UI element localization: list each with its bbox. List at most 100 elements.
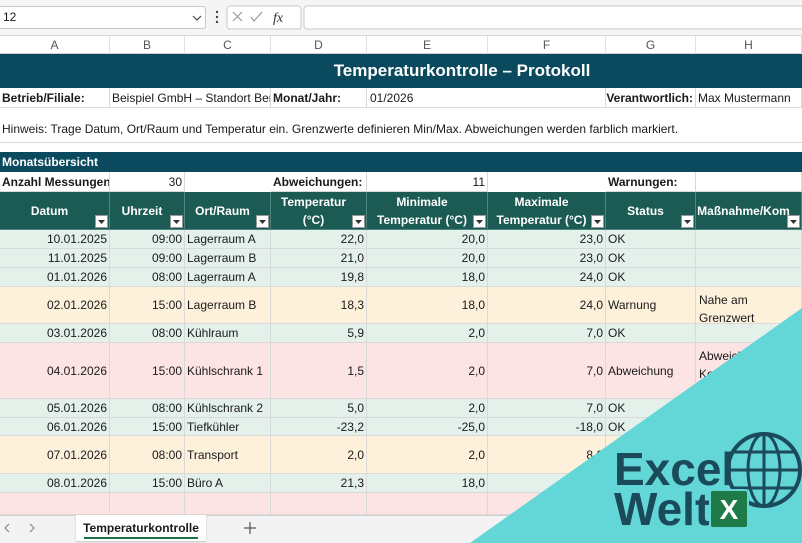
table-cell: 19,8 (271, 268, 367, 287)
table-cell: Kühlraum (185, 324, 271, 343)
filter-arrow (684, 220, 691, 224)
table-cell (606, 436, 696, 474)
info-label: Verantwortlich: (606, 88, 696, 108)
filter-button[interactable] (95, 215, 108, 228)
menu-dot (215, 10, 219, 14)
table-cell (0, 493, 110, 515)
filter-button[interactable] (591, 215, 604, 228)
filter-button[interactable] (170, 215, 183, 228)
table-cell (696, 474, 802, 493)
table-cell: 09:00 (110, 230, 185, 249)
column-header[interactable]: B (110, 36, 185, 54)
add-sheet (244, 522, 256, 534)
cancel-icon (232, 11, 243, 22)
table-cell: 15:00 (110, 474, 185, 493)
filter-triangle (790, 220, 797, 224)
table-cell: 08:00 (110, 436, 185, 474)
dropdown-chevron (192, 15, 202, 21)
tab-icons (4, 522, 256, 534)
table-cell: Transport (185, 436, 271, 474)
filter-triangle (173, 220, 180, 224)
column-header[interactable]: H (696, 36, 802, 54)
filter-triangle (98, 220, 105, 224)
table-cell: Büro A (185, 474, 271, 493)
sheet-tab[interactable]: Temperaturkontrolle (76, 515, 206, 541)
active-tab-underline (84, 537, 198, 539)
table-cell: 18,0 (367, 268, 488, 287)
table-header: Maximale Temperatur (°C) (488, 192, 606, 230)
table-cell: 5,0 (271, 399, 367, 418)
table-cell (185, 493, 271, 515)
table-cell: -23,2 (271, 418, 367, 436)
table-cell: OK (606, 324, 696, 343)
table-cell: 21,3 (271, 474, 367, 493)
table-cell: 08.01.2026 (0, 474, 110, 493)
table-cell: 24,0 (488, 268, 606, 287)
column-header[interactable]: F (488, 36, 606, 54)
table-cell: -18,0 (488, 418, 606, 436)
table-cell: 08:00 (110, 268, 185, 287)
table-cell: 8,0 (488, 436, 606, 474)
summary-label: Anzahl Messungen: (0, 172, 110, 192)
table-cell (696, 268, 802, 287)
table-cell (488, 474, 606, 493)
table-cell: 15:00 (110, 343, 185, 399)
filter-arrow (98, 220, 105, 224)
table-cell: 23,0 (488, 249, 606, 268)
table-cell: 2,0 (367, 399, 488, 418)
table-header: Temperatur (°C) (271, 192, 367, 230)
table-cell (696, 436, 802, 474)
filter-arrow (594, 220, 601, 224)
table-cell: OK (606, 418, 696, 436)
table-cell: 7,0 (488, 399, 606, 418)
column-header[interactable]: C (185, 36, 271, 54)
table-cell (606, 474, 696, 493)
table-cell (606, 493, 696, 515)
table-cell: 18,3 (271, 287, 367, 324)
filter-button[interactable] (473, 215, 486, 228)
info-value: 01/2026 (367, 88, 606, 108)
summary-label: Warnungen: (606, 172, 696, 192)
table-cell: Lagerraum A (185, 268, 271, 287)
title-band (0, 54, 802, 88)
filter-button[interactable] (352, 215, 365, 228)
table-cell: 08:00 (110, 399, 185, 418)
table-cell: OK (606, 399, 696, 418)
filter-button[interactable] (681, 215, 694, 228)
table-cell: Lagerraum B (185, 249, 271, 268)
column-header[interactable]: G (606, 36, 696, 54)
table-cell: 05.01.2026 (0, 399, 110, 418)
table-cell: 09:00 (110, 249, 185, 268)
table-cell: 1,5 (271, 343, 367, 399)
filter-triangle (355, 220, 362, 224)
filter-button[interactable] (787, 215, 800, 228)
table-cell (696, 230, 802, 249)
table-header: Minimale Temperatur (°C) (367, 192, 488, 230)
summary-value: 30 (110, 172, 185, 192)
table-cell: OK (606, 268, 696, 287)
scroll-right (29, 523, 35, 533)
table-cell: 21,0 (271, 249, 367, 268)
filter-triangle (684, 220, 691, 224)
table-cell: Nahe am Grenzwert messen. (696, 287, 802, 324)
table-cell (488, 493, 606, 515)
table-cell: 15:00 (110, 287, 185, 324)
table-cell: Kühlschrank 2 (185, 399, 271, 418)
table-cell (696, 249, 802, 268)
menu-dot (215, 20, 219, 24)
column-header[interactable]: D (271, 36, 367, 54)
name-box[interactable]: 12 (0, 6, 206, 29)
info-label: Monat/Jahr: (271, 88, 367, 108)
table-cell: 2,0 (367, 324, 488, 343)
table-cell (696, 399, 802, 418)
table-header: Datum (0, 192, 110, 230)
filter-button[interactable] (256, 215, 269, 228)
table-cell: 08:00 (110, 324, 185, 343)
table-cell: 06.01.2026 (0, 418, 110, 436)
table-cell: 10.01.2025 (0, 230, 110, 249)
table-cell: 15:00 (110, 418, 185, 436)
column-header[interactable]: A (0, 36, 110, 54)
formula-bar (303, 5, 802, 30)
column-header[interactable]: E (367, 36, 488, 54)
